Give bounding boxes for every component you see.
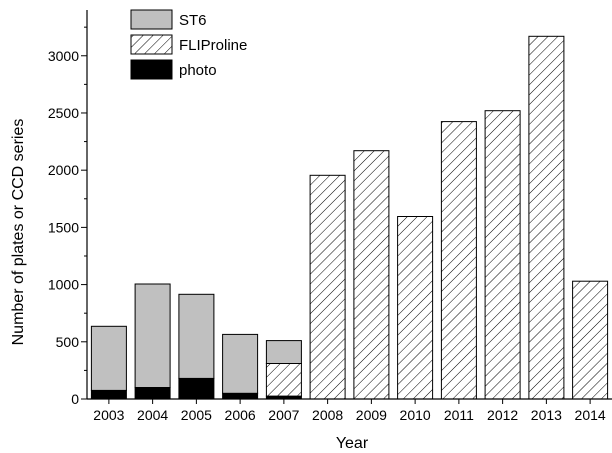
bar-st6-2007 (265, 340, 302, 365)
x-tick-label-2010: 2010 (400, 407, 431, 423)
x-tick-label-2009: 2009 (356, 407, 387, 423)
legend-label-st6: ST6 (179, 12, 207, 29)
y-tick-label-3000: 3000 (48, 48, 79, 64)
ticks-layer: 0 500 1000 1500 2000 2500 3000 2003 2004 2005 2006… (48, 26, 606, 423)
x-tick-label-2012: 2012 (487, 407, 518, 423)
x-tick-label-2011: 2011 (444, 407, 474, 423)
legend-swatch-st6 (130, 9, 173, 30)
bar-fliproline-2013 (528, 35, 565, 400)
legend-label-fliproline: FLIProline (179, 37, 247, 54)
bar-photo-2003 (90, 389, 127, 400)
bar-st6-2003 (90, 325, 127, 391)
bar-st6-2006 (222, 333, 259, 394)
legend-label-photo: photo (179, 62, 217, 79)
axes-layer (86, 10, 612, 400)
x-tick-label-2008: 2008 (312, 407, 343, 423)
y-axis-label: Number of plates or CCD series (10, 119, 27, 346)
y-tick-label-1000: 1000 (48, 277, 79, 293)
bar-fliproline-2007 (265, 363, 302, 397)
y-tick-label-0: 0 (71, 391, 79, 407)
y-tick-label-2000: 2000 (48, 162, 79, 178)
x-axis-label: Year (336, 435, 369, 452)
bar-st6-2004 (134, 283, 171, 388)
bar-fliproline-2012 (484, 110, 521, 400)
bar-photo-2006 (222, 392, 259, 400)
bar-fliproline-2008 (309, 174, 346, 400)
bar-photo-2005 (178, 377, 215, 400)
y-tick-label-2500: 2500 (48, 105, 79, 121)
x-tick-label-2007: 2007 (268, 407, 299, 423)
x-tick-label-2004: 2004 (137, 407, 168, 423)
x-tick-label-2006: 2006 (225, 407, 256, 423)
legend: ST6 FLIProline photo (130, 9, 247, 80)
x-tick-label-2013: 2013 (531, 407, 562, 423)
bar-fliproline-2010 (397, 216, 434, 400)
bar-st6-2005 (178, 293, 215, 379)
bar-photo-2004 (134, 387, 171, 400)
bars-layer (90, 35, 609, 400)
bar-fliproline-2011 (440, 121, 477, 400)
bar-fliproline-2014 (572, 280, 609, 400)
legend-swatch-fliproline (130, 34, 173, 55)
legend-swatch-photo (130, 59, 173, 80)
y-tick-label-500: 500 (56, 334, 80, 350)
y-tick-label-1500: 1500 (48, 219, 79, 235)
x-tick-label-2003: 2003 (93, 407, 124, 423)
x-tick-label-2005: 2005 (181, 407, 212, 423)
x-tick-label-2014: 2014 (575, 407, 606, 423)
bar-fliproline-2009 (353, 150, 390, 400)
